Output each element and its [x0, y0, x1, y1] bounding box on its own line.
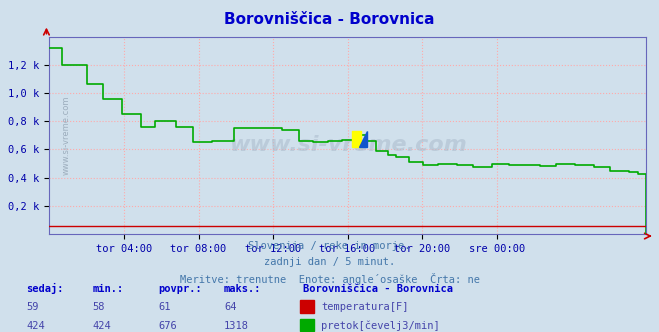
- Text: 64: 64: [224, 302, 237, 312]
- Text: Borovniščica - Borovnica: Borovniščica - Borovnica: [224, 12, 435, 27]
- Text: 1318: 1318: [224, 321, 249, 331]
- Text: sedaj:: sedaj:: [26, 283, 64, 294]
- Text: 424: 424: [26, 321, 45, 331]
- Text: povpr.:: povpr.:: [158, 284, 202, 294]
- Text: 424: 424: [92, 321, 111, 331]
- Text: 61: 61: [158, 302, 171, 312]
- Text: maks.:: maks.:: [224, 284, 262, 294]
- Text: www.si-vreme.com: www.si-vreme.com: [229, 135, 467, 155]
- Text: min.:: min.:: [92, 284, 123, 294]
- Text: www.si-vreme.com: www.si-vreme.com: [62, 96, 71, 175]
- Text: temperatura[F]: temperatura[F]: [321, 302, 409, 312]
- Text: Meritve: trenutne  Enote: angléosaške  Črta: ne: Meritve: trenutne Enote: angléosaške Čr…: [179, 273, 480, 285]
- Text: pretok[čevelj3/min]: pretok[čevelj3/min]: [321, 320, 440, 331]
- Text: 676: 676: [158, 321, 177, 331]
- Text: 59: 59: [26, 302, 39, 312]
- Text: 58: 58: [92, 302, 105, 312]
- Text: Borovniščica - Borovnica: Borovniščica - Borovnica: [303, 284, 453, 294]
- Text: Slovenija / reke in morje.: Slovenija / reke in morje.: [248, 241, 411, 251]
- Text: zadnji dan / 5 minut.: zadnji dan / 5 minut.: [264, 257, 395, 267]
- Polygon shape: [359, 131, 367, 147]
